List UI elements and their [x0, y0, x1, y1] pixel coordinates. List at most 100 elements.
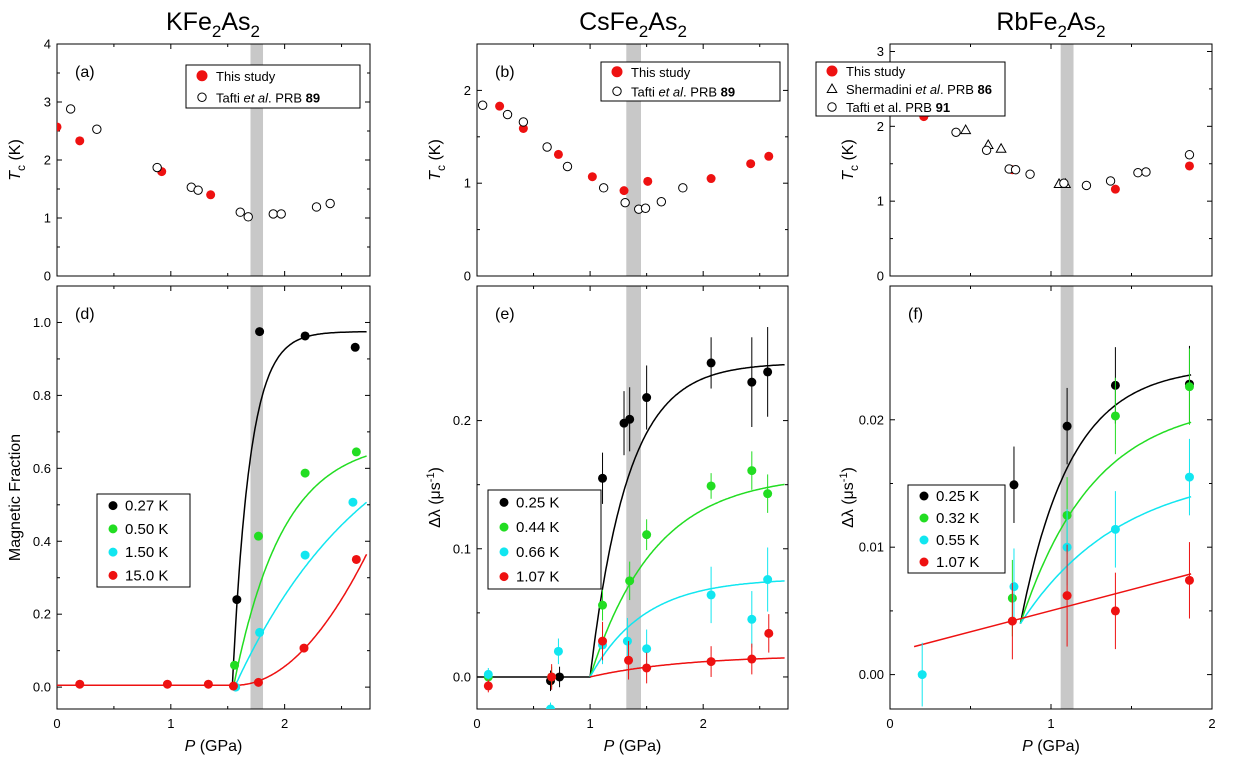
data-point: [598, 183, 609, 193]
data-point: [75, 136, 85, 146]
x-axis-label: P (GPa): [185, 738, 243, 755]
plot-area: [57, 327, 368, 692]
title-sub: 2: [639, 22, 648, 41]
data-point: [203, 679, 213, 689]
data-point: [325, 198, 335, 209]
data-point: [518, 117, 529, 127]
transition-band: [626, 44, 641, 276]
panel-d: 0.0 0.2 0.4 0.6 0.8 1.0 0 1 2 (d) Magnetic Fractio…: [7, 285, 371, 755]
x-tick-label: 0: [473, 716, 480, 731]
title-sub: 2: [677, 22, 686, 41]
legend-label: 0.25 K: [516, 494, 559, 511]
data-point: [917, 670, 927, 680]
y-tick-label: 0.0: [453, 669, 471, 684]
data-point: [92, 124, 102, 134]
data-point: [57, 122, 62, 132]
y-axis-label: Magnetic Fraction: [7, 434, 24, 561]
data-point: [348, 497, 358, 507]
legend-part: et al: [243, 90, 269, 105]
y-tick-label: 1.0: [33, 315, 51, 330]
y-tick-label: 0.02: [859, 412, 884, 427]
legend-part: 89: [721, 84, 735, 99]
data-point: [1009, 582, 1019, 592]
column-title: CsFe2As2: [579, 8, 687, 41]
data-point: [706, 590, 716, 600]
data-point: [747, 466, 757, 476]
data-point: [747, 614, 757, 624]
legend-label: This study: [216, 69, 276, 84]
data-point: [300, 550, 310, 560]
y-tick-label: 0: [44, 269, 51, 284]
data-point: [747, 654, 757, 664]
data-point: [553, 646, 563, 656]
plot-area: [477, 327, 785, 709]
data-point: [1081, 180, 1092, 191]
legend-label: 1.07 K: [516, 569, 559, 586]
legend-marker: [108, 501, 118, 511]
data-point: [311, 202, 322, 212]
y-tick-label: 0.4: [33, 534, 51, 549]
data-point: [477, 100, 488, 110]
legend-marker: [108, 547, 118, 557]
legend-marker: [499, 497, 509, 507]
fit-curve: [231, 330, 367, 688]
data-point: [642, 393, 652, 403]
data-point: [1059, 178, 1069, 188]
column-title: KFe2As2: [166, 8, 260, 41]
title-part: CsFe: [579, 8, 639, 36]
data-point: [1062, 421, 1072, 431]
legend-label: 0.32 K: [936, 510, 979, 527]
data-point: [253, 531, 263, 541]
data-point: [230, 660, 240, 670]
fit-curve: [1019, 421, 1192, 624]
data-point: [268, 209, 278, 219]
data-point: [300, 331, 310, 341]
y-axis-label: Δλ (μs-1): [838, 467, 857, 528]
legend-label: This study: [631, 65, 691, 80]
panel-label: (a): [75, 64, 95, 81]
ylabel-main: T: [7, 170, 24, 181]
x-axis-label: P (GPa): [1022, 738, 1080, 755]
legend-marker: [499, 572, 509, 582]
data-point: [1009, 480, 1019, 490]
title-part: KFe: [166, 8, 212, 36]
y-tick-label: 0.0: [33, 680, 51, 695]
panel-e: 0.0 0.1 0.2 0 1 2 (e) Δλ (μs-1) P (GPa) 0.25 K 0.4…: [425, 285, 789, 755]
y-tick-label: 0.2: [33, 607, 51, 622]
x-axis-label: P (GPa): [604, 738, 662, 755]
data-point: [1110, 524, 1120, 534]
transition-band: [1060, 44, 1074, 276]
data-point: [960, 124, 972, 135]
legend-frame: [487, 489, 602, 590]
data-point: [235, 207, 245, 217]
y-tick-label: 0: [877, 269, 884, 284]
x-tick-label: 0: [53, 716, 60, 731]
legend-marker: [919, 491, 929, 501]
plot-area: [57, 104, 335, 222]
legend-marker: [196, 70, 208, 82]
x-tick-label: 2: [281, 716, 288, 731]
legend-marker: [499, 547, 509, 557]
data-point: [951, 127, 961, 138]
data-point: [518, 123, 528, 133]
data-point: [656, 197, 667, 207]
data-point: [1025, 169, 1035, 179]
title-part: RbFe: [996, 8, 1057, 36]
ylabel-close: ): [840, 467, 857, 472]
data-point: [642, 663, 652, 673]
y-tick-label: 0.01: [859, 540, 884, 555]
legend-part: Tafti: [216, 90, 243, 105]
legend-marker: [612, 86, 622, 96]
x-tick-label: 1: [167, 716, 174, 731]
panel-label: (b): [495, 64, 515, 81]
legend-marker: [919, 513, 929, 523]
fit-curve: [589, 580, 785, 678]
data-point: [706, 481, 716, 491]
y-axis-label: Tc (K): [840, 139, 861, 181]
legend-part: Tafti: [631, 84, 658, 99]
legend-marker: [611, 66, 623, 78]
legend-frame: [815, 61, 1006, 117]
legend-label: Tafti et al. PRB 89: [216, 90, 320, 105]
